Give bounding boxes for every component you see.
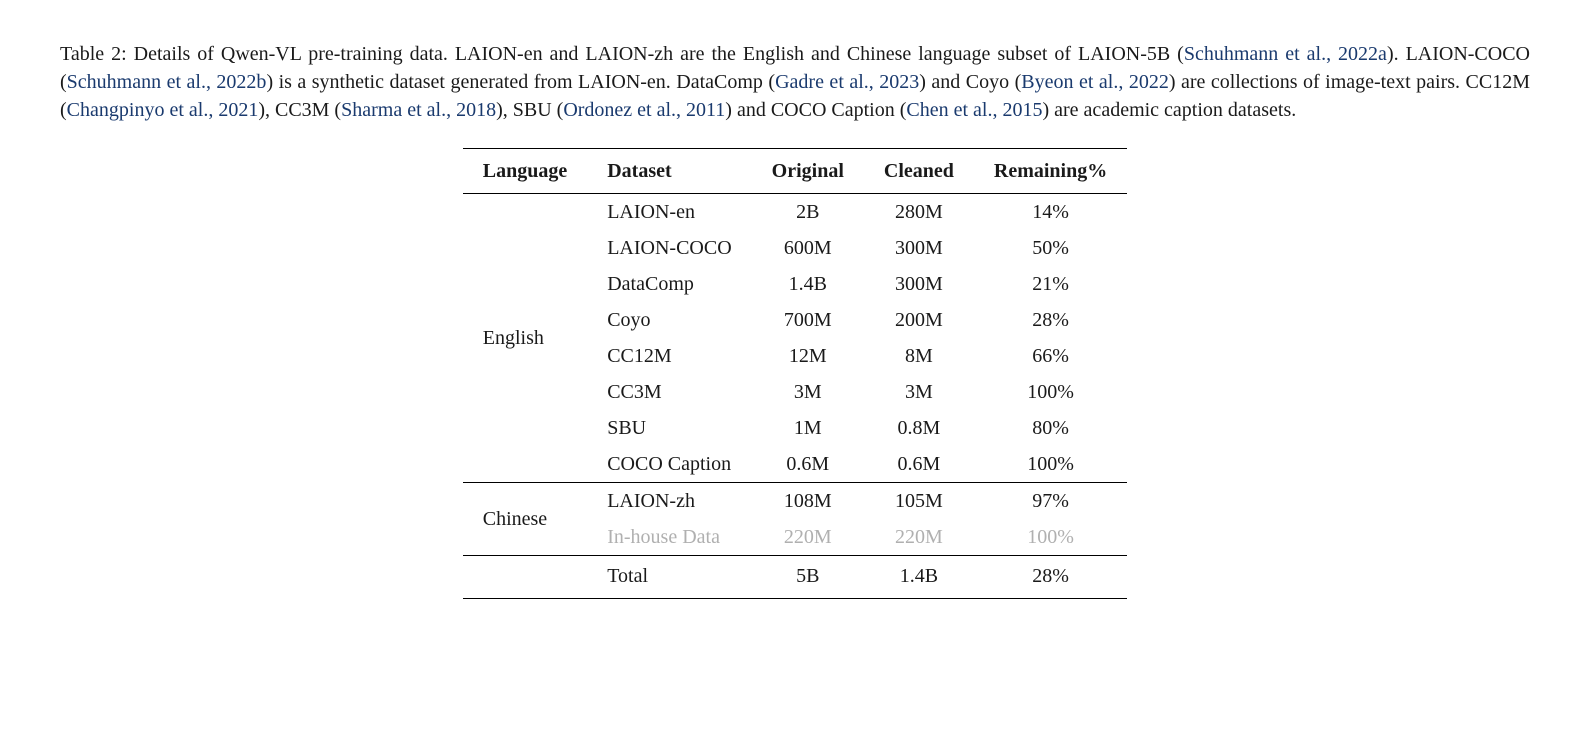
citation-link[interactable]: Sharma et al., 2018: [341, 99, 496, 121]
dataset-cell: SBU: [587, 410, 751, 446]
cleaned-cell: 280M: [864, 194, 974, 231]
cleaned-cell: 220M: [864, 519, 974, 556]
caption-text: ) and Coyo (: [919, 71, 1021, 93]
dataset-cell: CC3M: [587, 374, 751, 410]
original-cell: 600M: [752, 230, 864, 266]
col-header-original: Original: [752, 149, 864, 194]
table-row: English LAION-en 2B 280M 14%: [463, 194, 1127, 231]
caption-text: ), CC3M (: [258, 99, 341, 121]
original-cell: 1M: [752, 410, 864, 446]
original-cell: 2B: [752, 194, 864, 231]
citation-link[interactable]: Changpinyo et al., 2021: [67, 99, 259, 121]
caption-text: ) are academic caption datasets.: [1042, 99, 1296, 121]
remaining-cell: 80%: [974, 410, 1127, 446]
dataset-cell: LAION-COCO: [587, 230, 751, 266]
citation-link[interactable]: Schuhmann et al., 2022a: [1184, 43, 1387, 65]
col-header-remaining: Remaining%: [974, 149, 1127, 194]
caption-text: ) is a synthetic dataset generated from …: [266, 71, 775, 93]
table-row: Chinese LAION-zh 108M 105M 97%: [463, 483, 1127, 520]
remaining-cell: 28%: [974, 302, 1127, 338]
dataset-cell: LAION-en: [587, 194, 751, 231]
remaining-cell: 97%: [974, 483, 1127, 520]
caption-text: ), SBU (: [496, 99, 563, 121]
remaining-cell: 100%: [974, 446, 1127, 483]
cleaned-cell: 105M: [864, 483, 974, 520]
col-header-dataset: Dataset: [587, 149, 751, 194]
remaining-cell: 14%: [974, 194, 1127, 231]
original-cell: 700M: [752, 302, 864, 338]
caption-text: Table 2: Details of Qwen-VL pre-training…: [60, 43, 1184, 65]
empty-cell: [463, 556, 587, 599]
dataset-cell: Coyo: [587, 302, 751, 338]
col-header-language: Language: [463, 149, 587, 194]
remaining-cell: 100%: [974, 374, 1127, 410]
remaining-cell: 100%: [974, 519, 1127, 556]
remaining-cell: 66%: [974, 338, 1127, 374]
citation-link[interactable]: Gadre et al., 2023: [775, 71, 919, 93]
cleaned-cell: 300M: [864, 266, 974, 302]
dataset-cell: COCO Caption: [587, 446, 751, 483]
dataset-cell: CC12M: [587, 338, 751, 374]
original-cell: 220M: [752, 519, 864, 556]
remaining-cell: 50%: [974, 230, 1127, 266]
original-cell: 108M: [752, 483, 864, 520]
table-caption: Table 2: Details of Qwen-VL pre-training…: [60, 40, 1530, 124]
original-cell: 3M: [752, 374, 864, 410]
citation-link[interactable]: Schuhmann et al., 2022b: [67, 71, 267, 93]
language-cell-english: English: [463, 194, 587, 483]
cleaned-cell: 3M: [864, 374, 974, 410]
original-cell: 1.4B: [752, 266, 864, 302]
table-header-row: Language Dataset Original Cleaned Remain…: [463, 149, 1127, 194]
cleaned-cell: 1.4B: [864, 556, 974, 599]
table-total-row: Total 5B 1.4B 28%: [463, 556, 1127, 599]
citation-link[interactable]: Byeon et al., 2022: [1021, 71, 1169, 93]
dataset-cell: DataComp: [587, 266, 751, 302]
cleaned-cell: 0.6M: [864, 446, 974, 483]
citation-link[interactable]: Ordonez et al., 2011: [563, 99, 725, 121]
cleaned-cell: 300M: [864, 230, 974, 266]
original-cell: 0.6M: [752, 446, 864, 483]
cleaned-cell: 0.8M: [864, 410, 974, 446]
dataset-cell: In-house Data: [587, 519, 751, 556]
col-header-cleaned: Cleaned: [864, 149, 974, 194]
language-cell-chinese: Chinese: [463, 483, 587, 556]
citation-link[interactable]: Chen et al., 2015: [906, 99, 1042, 121]
caption-text: ) and COCO Caption (: [725, 99, 906, 121]
original-cell: 12M: [752, 338, 864, 374]
remaining-cell: 28%: [974, 556, 1127, 599]
dataset-cell: LAION-zh: [587, 483, 751, 520]
dataset-cell-total: Total: [587, 556, 751, 599]
cleaned-cell: 8M: [864, 338, 974, 374]
remaining-cell: 21%: [974, 266, 1127, 302]
cleaned-cell: 200M: [864, 302, 974, 338]
original-cell: 5B: [752, 556, 864, 599]
data-table: Language Dataset Original Cleaned Remain…: [463, 148, 1127, 599]
